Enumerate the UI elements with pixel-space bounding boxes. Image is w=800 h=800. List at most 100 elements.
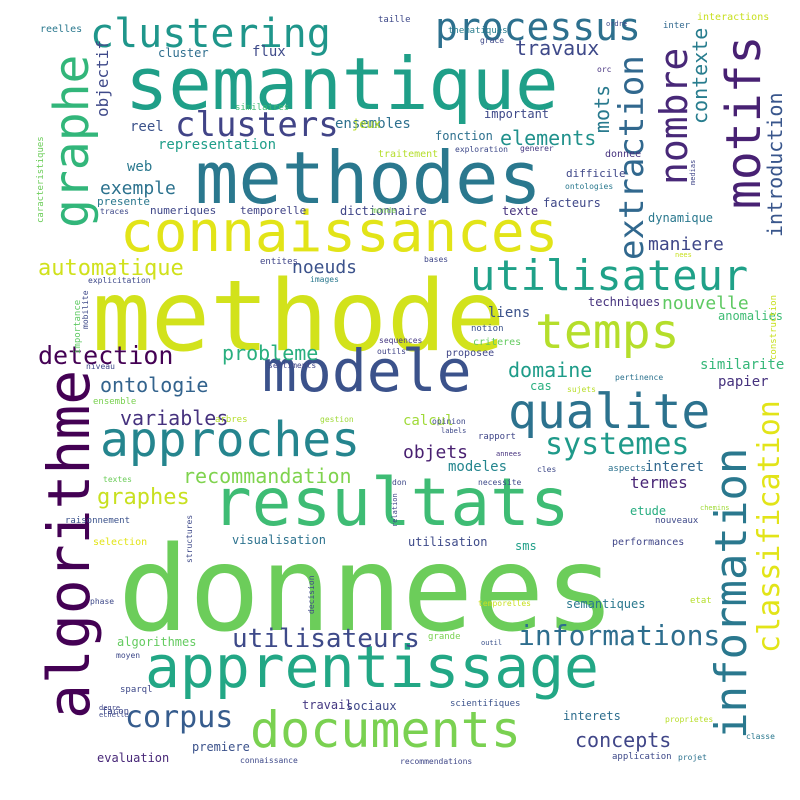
word-sentiments: sentiments xyxy=(268,361,317,370)
word-grace: grace xyxy=(480,36,505,45)
word-papier: papier xyxy=(718,374,769,390)
word-donnees: donnees xyxy=(118,520,616,658)
word-travaux: travaux xyxy=(515,36,600,60)
word-semantique: semantique xyxy=(125,42,559,126)
word-monde: monde xyxy=(372,206,397,215)
word-variables: variables xyxy=(120,406,229,430)
word-information: information xyxy=(706,448,757,740)
word-visualisation: visualisation xyxy=(232,533,326,547)
word-evaluation: evaluation xyxy=(97,751,170,765)
word-objets: objets xyxy=(403,442,469,463)
word-don: don xyxy=(392,478,407,487)
word-systemes: systemes xyxy=(545,427,690,462)
word-temps: temps xyxy=(535,304,680,360)
word-important: important xyxy=(484,107,550,121)
word-modeles: modeles xyxy=(448,459,508,475)
word-medias: medias xyxy=(689,160,697,186)
word-entites: entites xyxy=(260,257,298,267)
word-nouvelle: nouvelle xyxy=(662,293,749,314)
word-maniere: maniere xyxy=(648,234,724,255)
word-presente: presente xyxy=(97,195,150,208)
word-methode: methode xyxy=(92,260,506,374)
word-methodes: methodes xyxy=(195,136,542,220)
word-informations: informations xyxy=(518,619,721,652)
word-ontologies: ontologies xyxy=(565,182,614,191)
word-facteurs: facteurs xyxy=(543,196,601,210)
word-sms: sms xyxy=(515,539,537,553)
word-representation: representation xyxy=(158,137,277,153)
word-raisonnement: raisonnement xyxy=(65,516,131,526)
word-documents: documents xyxy=(250,701,521,759)
word-recommandation: recommandation xyxy=(183,464,352,488)
word-construction: construction xyxy=(769,295,779,361)
word-classe: classe xyxy=(746,732,775,741)
word-premiere: premiere xyxy=(192,740,250,754)
word-reelles: reelles xyxy=(40,24,83,35)
word-grande: grande xyxy=(428,632,461,642)
word-graphe: graphe xyxy=(44,55,100,229)
word-interactions: interactions xyxy=(697,12,770,23)
word-resultats: resultats xyxy=(212,464,570,541)
word-recommendations: recommendations xyxy=(400,757,473,766)
word-caracteristiques: caracteristiques xyxy=(36,136,46,223)
word-detection: detection xyxy=(38,341,174,370)
word-web: web xyxy=(127,159,153,175)
word-ordre: ordre xyxy=(606,20,628,28)
word-ensemble: ensemble xyxy=(93,397,137,407)
word-aspects: aspects xyxy=(608,464,646,474)
word-traces: traces xyxy=(100,207,129,216)
word-nouveaux: nouveaux xyxy=(655,516,699,526)
word-travail: travail xyxy=(302,698,353,712)
word-niveau: niveau xyxy=(86,362,115,371)
word-algorithmes: algorithmes xyxy=(117,635,197,649)
word-etude: etude xyxy=(630,504,667,518)
word-fonction: fonction xyxy=(435,129,493,143)
word-utilisateurs: utilisateurs xyxy=(232,624,420,654)
word-ontologie: ontologie xyxy=(100,373,209,397)
word-sequences: sequences xyxy=(379,336,423,345)
word-processus: processus xyxy=(435,5,641,49)
word-corpus: corpus xyxy=(125,700,234,735)
word-connaissance: connaissance xyxy=(240,756,298,765)
word-application: application xyxy=(612,752,672,762)
word-qualite: qualite xyxy=(508,384,711,440)
word-difficile: difficile xyxy=(566,167,626,180)
word-termes: termes xyxy=(630,473,688,492)
word-arbres: arbres xyxy=(215,415,248,425)
word-chemins: chemins xyxy=(700,504,730,512)
word-cluster: cluster xyxy=(158,46,209,60)
word-textes: textes xyxy=(103,475,132,484)
word-texte: texte xyxy=(502,204,539,218)
word-labels: labels xyxy=(441,427,467,435)
word-techniques: techniques xyxy=(588,295,661,309)
word-objectif: objectif xyxy=(93,40,112,118)
word-donnee: donnee xyxy=(605,149,642,160)
word-sujets: sujets xyxy=(567,385,596,394)
word-dictionnaire: dictionnaire xyxy=(340,204,427,218)
word-rapport: rapport xyxy=(478,432,516,442)
word-traitement: traitement xyxy=(378,149,439,160)
word-thematiques: thematiques xyxy=(448,26,508,36)
word-notion: notion xyxy=(471,324,504,334)
word-noeuds: noeuds xyxy=(292,257,358,278)
word-gestion: gestion xyxy=(320,415,354,424)
word-semantiques: semantiques xyxy=(566,597,646,611)
word-elements: elements xyxy=(500,126,597,150)
word-similarite: similarite xyxy=(700,357,785,373)
word-moyen: moyen xyxy=(116,651,141,660)
word-similaires: similaires xyxy=(235,103,290,113)
word-flux: flux xyxy=(252,44,286,60)
word-clusters: clusters xyxy=(175,105,339,145)
word-contexte: contexte xyxy=(688,28,712,125)
word-anomalies: anomalies xyxy=(718,309,784,323)
word-calcul: calcul xyxy=(403,413,454,429)
word-classification: classification xyxy=(752,400,787,653)
word-interets: interets xyxy=(563,709,621,723)
word-approches: approches xyxy=(100,412,361,468)
word-cas: cas xyxy=(530,379,552,393)
word-projet: projet xyxy=(678,753,707,762)
word-liens: liens xyxy=(488,305,531,321)
word-mobilite: mobilite xyxy=(81,290,90,329)
word-nees: nees xyxy=(675,251,692,259)
word-automatique: automatique xyxy=(38,256,184,281)
